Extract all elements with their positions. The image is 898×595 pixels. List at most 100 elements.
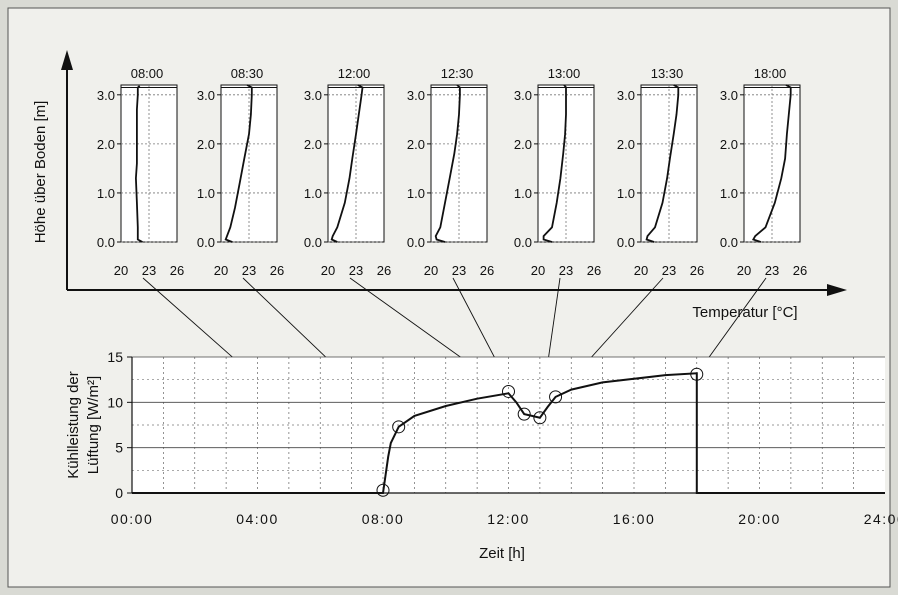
temperature-profile-line — [134, 85, 143, 243]
panel-x-tick-label: 20 — [321, 263, 335, 278]
panel-x-tick-label: 20 — [114, 263, 128, 278]
bottom-x-axis-label: Zeit [h] — [479, 545, 525, 562]
panel-y-tick-label: 3.0 — [304, 88, 322, 103]
temperature-profile-line — [542, 84, 567, 243]
panel-y-tick-label: 3.0 — [720, 88, 738, 103]
marker-1230 — [517, 407, 531, 421]
bottom-y-axis-label-line2: Lüftung [W/m²] — [85, 376, 102, 474]
panel-title: 13:00 — [548, 66, 581, 81]
bottom-y-tick-label: 10 — [107, 394, 123, 410]
panel-y-tick-label: 2.0 — [407, 137, 425, 152]
panel-x-tick-label: 20 — [424, 263, 438, 278]
panel-y-tick-label: 1.0 — [407, 186, 425, 201]
panel-y-tick-label: 1.0 — [304, 186, 322, 201]
panel-plot-area — [220, 84, 278, 243]
panel-y-tick-label: 3.0 — [407, 88, 425, 103]
profile-panels: 0.0 1.0 2.0 3.0 20 23 26 08:00 0.0 1.0 2.0 3.0 20 23 2… — [97, 66, 807, 278]
panel-x-tick-label: 20 — [634, 263, 648, 278]
panel-x-tick-label: 23 — [142, 263, 156, 278]
panel-x-tick-label: 23 — [349, 263, 363, 278]
temperature-profile-line — [330, 84, 364, 243]
bottom-x-tick-label: 00:00 — [111, 511, 154, 527]
bottom-x-tick-label: 24:00 — [864, 511, 898, 527]
panel-title: 08:00 — [131, 66, 164, 81]
profile-panel-1200: 0.0 1.0 2.0 3.0 20 23 26 12:00 — [304, 66, 391, 278]
panel-y-tick-label: 0.0 — [617, 235, 635, 250]
profile-panel-1800: 0.0 1.0 2.0 3.0 20 23 26 18:00 — [720, 66, 807, 278]
panel-title: 12:30 — [441, 66, 474, 81]
panel-x-tick-label: 26 — [690, 263, 704, 278]
top-y-axis-arrowhead — [61, 50, 73, 70]
panel-y-tick-label: 0.0 — [407, 235, 425, 250]
panel-y-tick-label: 1.0 — [720, 186, 738, 201]
marker-1300 — [533, 411, 547, 425]
panel-title: 08:30 — [231, 66, 264, 81]
temperature-profile-line — [751, 84, 792, 243]
bottom-x-tick-label: 16:00 — [613, 511, 656, 527]
panel-x-tick-label: 20 — [531, 263, 545, 278]
panel-y-tick-label: 3.0 — [514, 88, 532, 103]
bottom-y-tick-label: 5 — [115, 440, 123, 456]
panel-x-tick-label: 26 — [377, 263, 391, 278]
marker-1330 — [549, 390, 563, 404]
bottom-x-tick-label: 08:00 — [362, 511, 405, 527]
panel-x-tick-label: 23 — [242, 263, 256, 278]
panel-x-tick-label: 23 — [559, 263, 573, 278]
panel-y-tick-label: 2.0 — [197, 137, 215, 152]
panel-x-tick-label: 23 — [452, 263, 466, 278]
panel-plot-area — [327, 84, 385, 243]
panel-y-tick-label: 1.0 — [197, 186, 215, 201]
panel-y-tick-label: 3.0 — [617, 88, 635, 103]
panel-x-tick-label: 26 — [793, 263, 807, 278]
panel-y-tick-label: 0.0 — [304, 235, 322, 250]
temperature-profile-line — [645, 84, 680, 243]
panel-y-tick-label: 2.0 — [514, 137, 532, 152]
panel-x-tick-label: 20 — [737, 263, 751, 278]
bottom-x-tick-label: 04:00 — [236, 511, 279, 527]
panel-title: 13:30 — [651, 66, 684, 81]
bottom-y-tick-label: 0 — [115, 485, 123, 501]
panel-x-tick-label: 26 — [270, 263, 284, 278]
profile-panel-0800: 0.0 1.0 2.0 3.0 20 23 26 08:00 — [97, 66, 184, 278]
top-x-axis-arrowhead — [827, 284, 847, 296]
connector-1800 — [699, 277, 767, 370]
panel-x-tick-label: 26 — [587, 263, 601, 278]
bottom-x-tick-label: 20:00 — [738, 511, 781, 527]
profile-panel-0830: 0.0 1.0 2.0 3.0 20 23 26 08:30 — [197, 66, 284, 278]
panel-x-tick-label: 26 — [480, 263, 494, 278]
panel-title: 18:00 — [754, 66, 787, 81]
panel-x-tick-label: 20 — [214, 263, 228, 278]
panel-y-tick-label: 0.0 — [720, 235, 738, 250]
panel-x-tick-label: 26 — [170, 263, 184, 278]
panel-y-tick-label: 0.0 — [97, 235, 115, 250]
marker-0800 — [376, 483, 390, 497]
panel-y-tick-label: 2.0 — [617, 137, 635, 152]
profile-panel-1230: 0.0 1.0 2.0 3.0 20 23 26 12:30 — [407, 66, 494, 278]
panel-y-tick-label: 3.0 — [197, 88, 215, 103]
bottom-x-tick-label: 12:00 — [487, 511, 530, 527]
panel-x-tick-label: 23 — [662, 263, 676, 278]
bottom-y-axis-label-line1: Kühlleistung der — [65, 371, 82, 479]
panel-title: 12:00 — [338, 66, 371, 81]
panel-y-tick-label: 1.0 — [514, 186, 532, 201]
panel-x-tick-label: 23 — [765, 263, 779, 278]
temperature-profile-line — [224, 84, 253, 243]
bottom-y-tick-label: 15 — [107, 349, 123, 365]
cooling-power-chart: 0 5 10 15 00:00 04:00 08:00 12:00 16:00 20:00 24:0… — [107, 349, 898, 527]
panel-y-tick-label: 2.0 — [97, 137, 115, 152]
top-x-axis-label: Temperatur [°C] — [692, 304, 797, 321]
panel-y-tick-label: 0.0 — [514, 235, 532, 250]
panel-plot-area — [743, 84, 801, 243]
panel-y-tick-label: 2.0 — [304, 137, 322, 152]
marker-0830 — [392, 420, 406, 434]
marker-1800 — [690, 367, 704, 381]
profile-panel-1300: 0.0 1.0 2.0 3.0 20 23 26 13:00 — [514, 66, 601, 278]
top-y-axis-label: Höhe über Boden [m] — [32, 101, 49, 244]
panel-y-tick-label: 3.0 — [97, 88, 115, 103]
temperature-profile-line — [434, 84, 461, 243]
panel-y-tick-label: 2.0 — [720, 137, 738, 152]
panel-y-tick-label: 1.0 — [97, 186, 115, 201]
cooling-power-line — [132, 372, 885, 494]
marker-1200 — [502, 384, 515, 398]
